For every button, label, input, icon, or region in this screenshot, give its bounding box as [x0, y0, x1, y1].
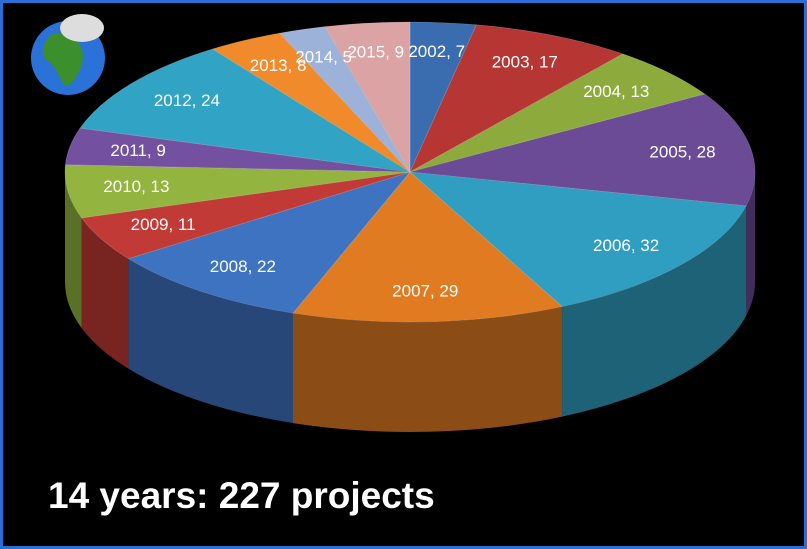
- slice-label: 2007, 29: [392, 281, 458, 300]
- slice-label: 2005, 28: [649, 142, 715, 161]
- chart: 2002, 7 2003, 17 2004, 13 2005, 28 2006, 32 2…: [0, 0, 807, 549]
- chart-title: 14 years: 227 projects: [48, 475, 435, 516]
- slice-label: 2006, 32: [593, 236, 659, 255]
- slice-label: 2011, 9: [110, 141, 165, 160]
- slice-label: 2003, 17: [492, 52, 558, 71]
- slice-label: 2002, 7: [408, 42, 465, 61]
- slice-side: [293, 307, 562, 432]
- slice-label: 2004, 13: [583, 82, 649, 101]
- slice-label: 2008, 22: [210, 257, 276, 276]
- slice-label: 2009, 11: [131, 215, 196, 234]
- slice-label: 2012, 24: [154, 91, 220, 110]
- slice-label: 2014, 5: [295, 48, 352, 67]
- pie: 2002, 7 2003, 17 2004, 13 2005, 28 2006, 32 2…: [65, 22, 755, 432]
- slice-label: 2015, 9: [347, 42, 404, 61]
- slice-label: 2010, 13: [103, 177, 169, 196]
